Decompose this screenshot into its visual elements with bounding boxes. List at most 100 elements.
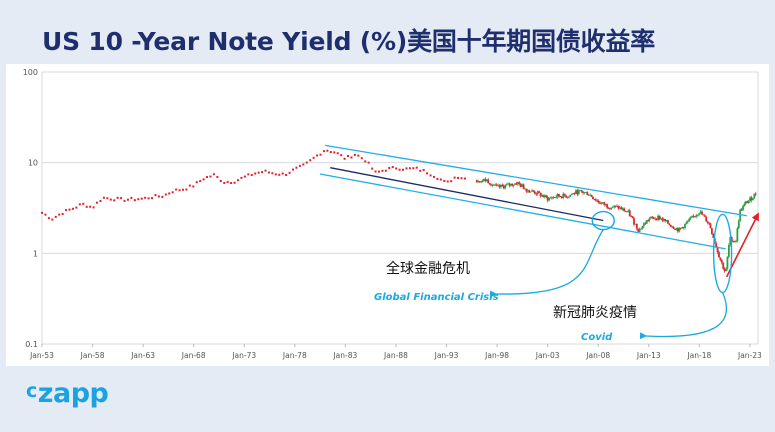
candle-body <box>672 227 675 229</box>
candle-body <box>617 205 620 209</box>
yield-chart: 0.1 1 10 100 Jan-53 Jan-58 Jan-63 Jan-68 Jan-73 J… <box>23 68 762 360</box>
candle-body <box>542 195 545 198</box>
candle-body <box>662 218 665 221</box>
candle-body <box>485 179 488 182</box>
yield-dot <box>463 177 466 180</box>
candle-body <box>633 218 635 225</box>
yield-dot <box>340 154 343 157</box>
candle-body <box>640 228 642 230</box>
yield-dot <box>357 154 360 157</box>
candle-body <box>624 211 627 213</box>
yield-dot <box>377 170 380 173</box>
covid-connector-arrow <box>639 292 728 340</box>
yield-dot <box>402 168 405 171</box>
candle-body <box>606 204 609 208</box>
candle-body <box>603 202 606 205</box>
candle-body <box>729 237 732 246</box>
candle-body <box>497 185 499 187</box>
candle-body <box>504 185 507 189</box>
candle-body <box>692 215 695 217</box>
candle-body <box>522 184 525 189</box>
candle-body <box>621 208 624 210</box>
candle-body <box>677 228 679 232</box>
x-tick-label: Jan-08 <box>585 351 610 360</box>
yield-dot <box>319 153 322 156</box>
candle-body <box>715 242 718 247</box>
candle-body <box>604 204 607 206</box>
yield-dot <box>157 195 160 198</box>
yield-dot <box>353 153 356 156</box>
candle-body <box>607 207 610 209</box>
y-tick-label: 1 <box>33 249 38 258</box>
yield-dot <box>278 173 281 176</box>
channel-line-lower <box>319 173 726 250</box>
yield-dot <box>453 176 456 179</box>
candle-body <box>654 218 657 220</box>
yield-dot <box>295 166 298 169</box>
yield-dot <box>154 194 157 197</box>
candle-body <box>674 228 676 230</box>
candle-body <box>611 207 614 208</box>
candle-body <box>492 184 495 186</box>
x-tick-label: Jan-13 <box>636 351 661 360</box>
candle-body <box>519 183 522 187</box>
candle-series <box>475 177 757 273</box>
yield-dot <box>178 189 181 192</box>
plot-frame <box>41 71 759 345</box>
yield-dot <box>123 199 126 202</box>
candle-body <box>531 190 533 192</box>
yield-dot <box>212 173 215 176</box>
candle-body <box>635 223 638 229</box>
candle-body <box>628 210 631 217</box>
yield-dot <box>415 166 418 169</box>
yield-dot <box>443 179 446 182</box>
candle-body <box>652 217 655 219</box>
brand-logo: czapp <box>26 378 109 409</box>
yield-dot <box>412 167 415 170</box>
x-tick-label: Jan-78 <box>282 351 307 360</box>
candle-body <box>491 184 494 186</box>
candle-body <box>589 194 592 196</box>
yield-dot <box>350 156 353 159</box>
x-tick-label: Jan-23 <box>737 351 762 360</box>
page-title: US 10 -Year Note Yield (%)美国十年期国债收益率 <box>42 27 656 56</box>
yield-dot <box>65 209 68 212</box>
candle-body <box>660 218 662 220</box>
yield-dot <box>243 175 246 178</box>
candle-body <box>613 205 616 208</box>
candle-body <box>507 183 509 185</box>
yield-dot <box>254 172 257 175</box>
yield-dot <box>271 172 274 175</box>
candle-body <box>679 227 682 229</box>
candle-body <box>699 211 702 214</box>
yield-dot <box>360 157 363 160</box>
yield-dot <box>298 164 301 167</box>
x-tick-label: Jan-63 <box>130 351 155 360</box>
candle-body <box>559 196 562 197</box>
candle-body <box>647 220 650 221</box>
candle-body <box>650 216 652 219</box>
yield-dot <box>89 205 92 208</box>
candle-body <box>502 185 505 189</box>
candle-body <box>505 184 508 186</box>
yield-dot <box>364 160 367 163</box>
yield-dot <box>209 175 212 178</box>
yield-dot <box>188 184 191 187</box>
yield-dot <box>419 169 422 172</box>
candle-body <box>743 203 746 206</box>
candle-body <box>555 196 558 198</box>
candle-body <box>698 213 701 215</box>
yield-dot <box>408 167 411 170</box>
candle-body <box>538 191 541 193</box>
candle-body <box>657 215 659 221</box>
candle-body <box>518 182 521 184</box>
yield-dot <box>247 173 250 176</box>
yield-dot <box>85 205 88 208</box>
candle-body <box>553 197 556 198</box>
candle-body <box>754 193 757 195</box>
candle-body <box>488 183 491 185</box>
yield-dot <box>285 174 288 177</box>
yield-dot <box>206 176 209 179</box>
candle-body <box>693 216 696 217</box>
candle-body <box>709 223 712 229</box>
